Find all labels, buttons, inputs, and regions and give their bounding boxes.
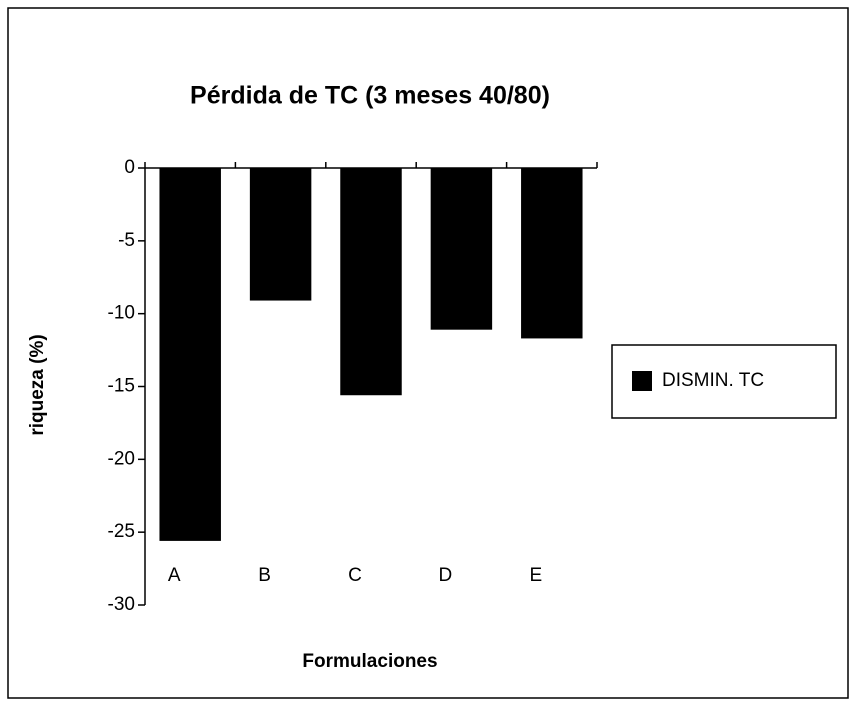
x-tick-label: C — [348, 565, 362, 586]
y-axis-title: riqueza (%) — [27, 334, 48, 435]
y-tick-label: -25 — [108, 521, 135, 542]
y-tick-label: -30 — [108, 594, 135, 615]
bar — [430, 168, 493, 330]
y-tick-label: -15 — [108, 376, 135, 397]
frame — [7, 7, 849, 699]
y-tick-label: -10 — [108, 303, 135, 324]
bar — [521, 168, 583, 339]
legend-label: DISMIN. TC — [662, 370, 764, 391]
bar — [340, 168, 402, 396]
y-tick-label: -5 — [118, 230, 135, 251]
bar — [249, 168, 312, 301]
legend-swatch — [632, 371, 652, 391]
y-tick-label: -20 — [108, 448, 135, 469]
x-tick-label: E — [529, 565, 542, 586]
x-tick-label: B — [258, 565, 271, 586]
x-axis-title: Formulaciones — [302, 651, 437, 672]
chart-title: Pérdida de TC (3 meses 40/80) — [190, 82, 550, 110]
x-tick-label: A — [168, 565, 181, 586]
y-tick-label: 0 — [124, 157, 135, 178]
bar — [159, 168, 221, 541]
x-tick-label: D — [439, 565, 453, 586]
